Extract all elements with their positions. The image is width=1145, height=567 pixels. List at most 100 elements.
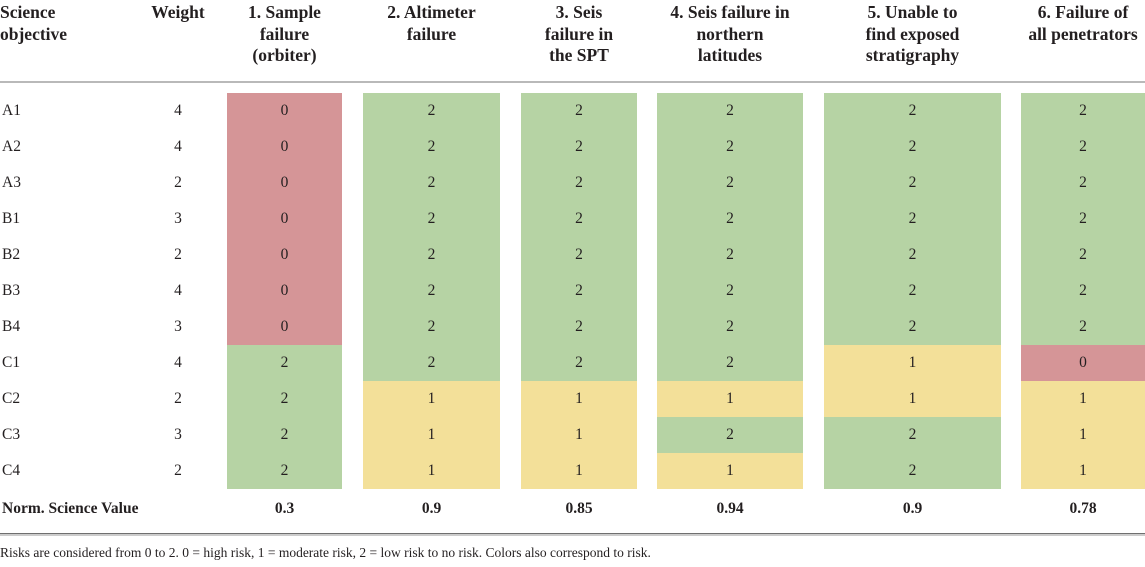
risk-cell: 2	[216, 381, 352, 417]
risk-cell: 1	[1011, 453, 1145, 489]
risk-cell: 2	[510, 165, 647, 201]
risk-cell: 2	[813, 309, 1011, 345]
risk-cell: 2	[647, 237, 813, 273]
table-row: A3 2 0 2 2 2 2 2	[0, 165, 1145, 201]
column-header-label: 3. Seis failure in the SPT	[544, 2, 614, 66]
table-row: B3 4 0 2 2 2 2 2	[0, 273, 1145, 309]
risk-cell: 2	[510, 237, 647, 273]
row-label: C3	[2, 426, 21, 443]
weight-value: 3	[174, 426, 182, 443]
column-header-weight: Weight	[140, 2, 216, 24]
risk-cell: 2	[510, 129, 647, 165]
risk-cell: 2	[352, 93, 510, 129]
risk-cell: 2	[510, 309, 647, 345]
risk-cell: 1	[813, 345, 1011, 381]
weight-value: 2	[174, 390, 182, 407]
summary-value: 0.9	[421, 500, 442, 517]
risk-cell: 1	[510, 453, 647, 489]
risk-cell: 2	[352, 201, 510, 237]
risk-cell: 1	[510, 417, 647, 453]
risk-cell: 2	[510, 201, 647, 237]
risk-cell: 1	[813, 381, 1011, 417]
table-row: C1 4 2 2 2 2 1 0	[0, 345, 1145, 381]
column-header-seis-failure-northern: 4. Seis failure in northern latitudes	[647, 2, 813, 67]
risk-cell: 2	[1011, 237, 1145, 273]
weight-value: 4	[174, 102, 182, 119]
column-header-science-objective: Science objective	[0, 2, 140, 45]
risk-cell: 1	[1011, 417, 1145, 453]
table-row: A2 4 0 2 2 2 2 2	[0, 129, 1145, 165]
header-rule	[0, 81, 1145, 83]
risk-cell: 2	[216, 453, 352, 489]
risk-cell: 2	[1011, 201, 1145, 237]
row-label: A3	[2, 174, 21, 191]
row-label: C1	[2, 354, 21, 371]
row-label: B3	[2, 282, 21, 299]
risk-cell: 2	[647, 201, 813, 237]
risk-cell: 2	[647, 165, 813, 201]
risk-cell: 2	[352, 165, 510, 201]
risk-cell: 0	[216, 165, 352, 201]
risk-cell: 0	[216, 129, 352, 165]
risk-cell: 2	[813, 93, 1011, 129]
risk-cell: 2	[510, 345, 647, 381]
table-row: C4 2 2 1 1 1 2 1	[0, 453, 1145, 489]
risk-cell: 2	[1011, 273, 1145, 309]
risk-cell: 0	[216, 93, 352, 129]
table-row: C3 3 2 1 1 2 2 1	[0, 417, 1145, 453]
risk-cell: 2	[813, 237, 1011, 273]
risk-cell: 1	[352, 453, 510, 489]
risk-cell: 0	[216, 201, 352, 237]
weight-value: 2	[174, 246, 182, 263]
risk-cell: 2	[216, 417, 352, 453]
risk-cell: 2	[813, 417, 1011, 453]
weight-value: 3	[174, 210, 182, 227]
table-row: B2 2 0 2 2 2 2 2	[0, 237, 1145, 273]
risk-cell: 2	[1011, 93, 1145, 129]
risk-cell: 2	[510, 273, 647, 309]
column-header-sample-failure: 1. Sample failure (orbiter)	[216, 2, 352, 67]
risk-cell: 2	[647, 273, 813, 309]
row-label: B2	[2, 246, 21, 263]
table-header-row: Science objective Weight 1. Sample failu…	[0, 0, 1145, 81]
risk-cell: 2	[813, 453, 1011, 489]
risk-cell: 1	[647, 453, 813, 489]
risk-cell: 2	[352, 129, 510, 165]
table-row: C2 2 2 1 1 1 1 1	[0, 381, 1145, 417]
weight-value: 4	[174, 354, 182, 371]
summary-label: Norm. Science Value	[2, 500, 139, 517]
risk-cell: 2	[647, 417, 813, 453]
table-body: A1 4 0 2 2 2 2 2 A2 4 0 2 2 2 2 2 A3 2 0 2 2 2 2 2 B1 3 0 2 2 2 2 2 B2 2 0…	[0, 93, 1145, 489]
row-label: C2	[2, 390, 21, 407]
table-row: B4 3 0 2 2 2 2 2	[0, 309, 1145, 345]
summary-value: 0.3	[274, 500, 295, 517]
risk-cell: 2	[813, 201, 1011, 237]
risk-cell: 1	[352, 381, 510, 417]
summary-value: 0.94	[716, 500, 744, 517]
column-header-label: Weight	[151, 2, 205, 22]
risk-cell: 2	[352, 309, 510, 345]
risk-cell: 2	[352, 273, 510, 309]
column-header-altimeter-failure: 2. Altimeter failure	[352, 2, 510, 45]
risk-cell: 2	[1011, 309, 1145, 345]
column-header-seis-failure-spt: 3. Seis failure in the SPT	[510, 2, 647, 67]
risk-cell: 2	[813, 129, 1011, 165]
table-footnote: Risks are considered from 0 to 2. 0 = hi…	[0, 545, 651, 560]
table-row: A1 4 0 2 2 2 2 2	[0, 93, 1145, 129]
row-label: B1	[2, 210, 21, 227]
column-header-label: 5. Unable to find exposed stratigraphy	[865, 2, 960, 66]
risk-cell: 2	[813, 165, 1011, 201]
weight-value: 2	[174, 174, 182, 191]
column-header-label: 4. Seis failure in northern latitudes	[670, 2, 790, 66]
weight-value: 4	[174, 282, 182, 299]
risk-cell: 2	[510, 93, 647, 129]
risk-cell: 1	[352, 417, 510, 453]
column-header-exposed-stratigraphy: 5. Unable to find exposed stratigraphy	[813, 2, 1011, 67]
summary-value: 0.78	[1069, 500, 1097, 517]
risk-cell: 2	[813, 273, 1011, 309]
weight-value: 2	[174, 462, 182, 479]
table-row: B1 3 0 2 2 2 2 2	[0, 201, 1145, 237]
risk-cell: 2	[352, 345, 510, 381]
weight-value: 3	[174, 318, 182, 335]
